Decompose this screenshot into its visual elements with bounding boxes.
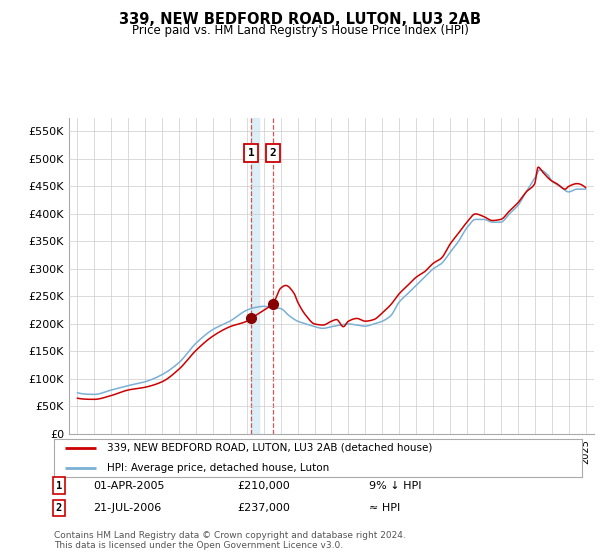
Text: 339, NEW BEDFORD ROAD, LUTON, LU3 2AB (detached house): 339, NEW BEDFORD ROAD, LUTON, LU3 2AB (d… bbox=[107, 443, 432, 453]
Text: Price paid vs. HM Land Registry's House Price Index (HPI): Price paid vs. HM Land Registry's House … bbox=[131, 24, 469, 36]
Text: 21-JUL-2006: 21-JUL-2006 bbox=[93, 503, 161, 513]
Text: 1: 1 bbox=[56, 480, 62, 491]
Text: 2: 2 bbox=[56, 503, 62, 513]
Text: 01-APR-2005: 01-APR-2005 bbox=[93, 480, 164, 491]
Text: Contains HM Land Registry data © Crown copyright and database right 2024.
This d: Contains HM Land Registry data © Crown c… bbox=[54, 531, 406, 550]
Text: 339, NEW BEDFORD ROAD, LUTON, LU3 2AB: 339, NEW BEDFORD ROAD, LUTON, LU3 2AB bbox=[119, 12, 481, 27]
Text: 9% ↓ HPI: 9% ↓ HPI bbox=[369, 480, 421, 491]
Text: 1: 1 bbox=[248, 148, 254, 158]
Text: 2: 2 bbox=[269, 148, 277, 158]
Text: £210,000: £210,000 bbox=[237, 480, 290, 491]
Text: HPI: Average price, detached house, Luton: HPI: Average price, detached house, Luto… bbox=[107, 463, 329, 473]
Bar bbox=[251, 118, 259, 434]
Text: £237,000: £237,000 bbox=[237, 503, 290, 513]
Text: ≈ HPI: ≈ HPI bbox=[369, 503, 400, 513]
